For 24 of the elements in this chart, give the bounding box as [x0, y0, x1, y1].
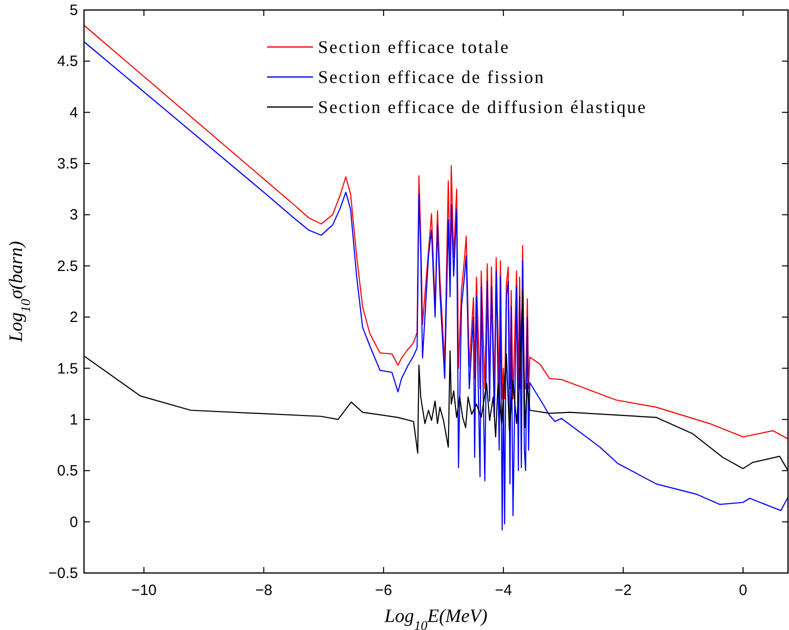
x-tick-label: −4 — [494, 582, 512, 599]
y-tick-label: 0 — [70, 514, 78, 531]
y-tick-label: 2.5 — [57, 258, 78, 275]
x-tick-label: −6 — [375, 582, 392, 599]
y-tick-label: 4.5 — [57, 53, 78, 70]
y-tick-label: 2 — [70, 309, 78, 326]
y-tick-label: 1 — [70, 411, 78, 428]
y-tick-label: −0.5 — [48, 565, 78, 582]
x-tick-label: −2 — [614, 582, 632, 599]
x-tick-label: −8 — [255, 582, 272, 599]
y-tick-label: 1.5 — [57, 360, 78, 378]
x-tick-label: 0 — [738, 582, 748, 599]
y-tick-label: 5 — [70, 2, 78, 19]
legend-label: Section efficace de diffusion élastique — [318, 97, 647, 117]
y-tick-label: 0.5 — [57, 462, 78, 480]
y-tick-label: 3 — [70, 206, 78, 224]
line-series — [84, 24, 788, 440]
y-tick-label: 3.5 — [57, 156, 78, 173]
legend-label: Section efficace de fission — [318, 67, 545, 87]
line-series — [84, 41, 788, 531]
y-tick-label: 4 — [70, 104, 78, 122]
legend-label: Section efficace totale — [318, 37, 510, 57]
x-tick-label: −10 — [131, 582, 157, 599]
x-axis-title: Log$_{10}$E(MeV) — [383, 606, 488, 630]
